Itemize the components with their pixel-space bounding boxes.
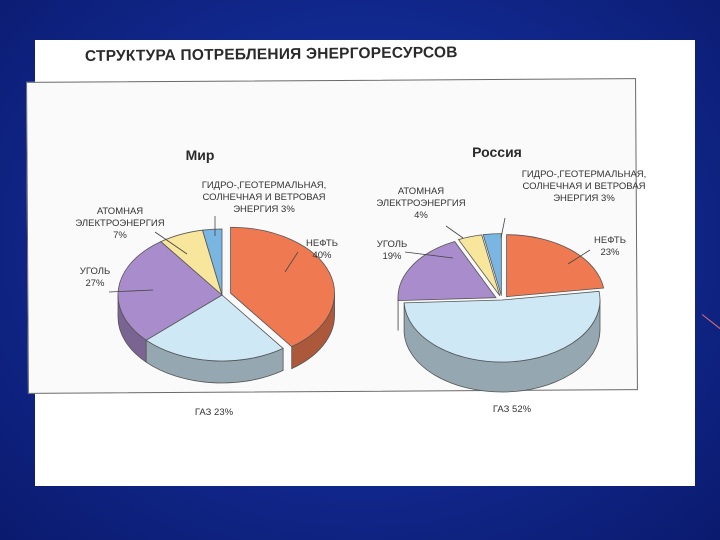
slice-label-renewables: ГИДРО-,ГЕОТЕРМАЛЬНАЯ, СОЛНЕЧНАЯ И ВЕТРОВА… [202, 180, 327, 215]
slice-label-coal: УГОЛЬ 19% [377, 239, 407, 262]
leader-line-oil [284, 251, 299, 273]
pie-title: Россия [472, 144, 522, 160]
pie-slice-oil [506, 234, 605, 298]
slice-label-nuclear: АТОМНАЯ ЭЛЕКТРОЭНЕРГИЯ 4% [376, 186, 465, 221]
slice-label-coal: УГОЛЬ 27% [80, 266, 110, 289]
pie-slice-oil [230, 226, 335, 348]
leader-line-coal [404, 251, 454, 259]
leader-line-nuclear [445, 225, 464, 239]
leader-line-coal [108, 289, 154, 293]
slice-label-oil: НЕФТЬ 23% [594, 235, 626, 258]
slice-label-nuclear: АТОМНАЯ ЭЛЕКТРОЭНЕРГИЯ 7% [75, 206, 164, 241]
pie-charts: Мир НЕФТЬ 40% ГАЗ 23% УГОЛЬ 27% АТОМНАЯ ЭЛЕКТРО… [75, 144, 646, 418]
slice-label-oil: НЕФТЬ 40% [306, 238, 338, 261]
pie-world: Мир НЕФТЬ 40% ГАЗ 23% УГОЛЬ 27% АТОМНАЯ ЭЛЕКТРО… [75, 147, 338, 418]
slice-label-gas: ГАЗ 52% [493, 404, 532, 415]
slice-label-renewables: ГИДРО-,ГЕОТЕРМАЛЬНАЯ, СОЛНЕЧНАЯ И ВЕТРОВА… [522, 169, 647, 204]
pie-slice-nuclear [457, 234, 501, 297]
pie-slice-coal [397, 241, 497, 302]
pie-title: Мир [186, 147, 215, 163]
leader-line-oil [567, 249, 591, 265]
pie-slice-coal [117, 241, 223, 341]
pie-russia: Россия НЕФТЬ 23% ГАЗ 52% УГОЛЬ 19% АТОМНАЯ ЭЛЕК… [376, 144, 646, 415]
pie-slice-gas [145, 294, 284, 362]
pie-slice-renewables [201, 228, 223, 296]
slice-label-gas: ГАЗ 23% [195, 407, 234, 418]
decorative-line [701, 314, 720, 331]
leader-line-renewables [500, 217, 506, 239]
pie-slice-renewables [482, 233, 502, 296]
pie-slice-gas [403, 290, 601, 363]
leader-line-nuclear [154, 231, 188, 255]
